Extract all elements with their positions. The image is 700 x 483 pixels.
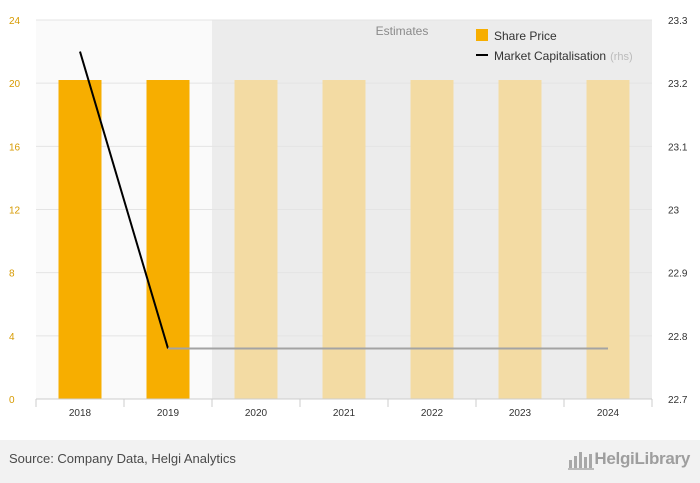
x-tick-label: 2022 (421, 408, 444, 419)
y-left-tick-label: 24 (9, 16, 21, 27)
x-tick-label: 2019 (157, 408, 180, 419)
brand-logo[interactable]: HelgiLibrary (568, 448, 690, 470)
bars (58, 80, 630, 399)
y-right-tick-label: 23.1 (668, 142, 688, 153)
bar-share-price (498, 80, 542, 399)
y-left-tick-label: 12 (9, 206, 21, 217)
legend-label-market-cap-name: Market Capitalisation (494, 49, 606, 63)
line-segment-market-cap (79, 51, 169, 349)
x-tick-label: 2018 (69, 408, 92, 419)
y-left-tick-label: 20 (9, 79, 21, 90)
x-tick-label: 2020 (245, 408, 268, 419)
source-text: Source: Company Data, Helgi Analytics (9, 451, 236, 466)
legend-swatch-share-price (476, 29, 488, 41)
y-right-tick-label: 22.8 (668, 332, 688, 343)
legend-label-market-cap: Market Capitalisation (rhs) (494, 49, 633, 63)
y-right-tick-label: 22.7 (668, 395, 688, 406)
x-tick-label: 2021 (333, 408, 356, 419)
estimates-label: Estimates (376, 24, 429, 38)
bar-share-price (410, 80, 454, 399)
y-right-tick-label: 23.2 (668, 79, 688, 90)
legend: Share Price Market Capitalisation (rhs) (476, 29, 633, 63)
y-left-tick-label: 8 (9, 269, 15, 280)
bar-chart-logo-icon (568, 452, 595, 470)
bar-share-price (146, 80, 190, 399)
legend-label-share-price: Share Price (494, 29, 557, 43)
bar-share-price (234, 80, 278, 399)
bar-share-price (58, 80, 102, 399)
legend-label-rhs: (rhs) (610, 51, 633, 63)
y-right-tick-label: 23.3 (668, 16, 688, 27)
bar-share-price (586, 80, 630, 399)
y-right-tick-label: 23 (668, 206, 680, 217)
footer: Source: Company Data, Helgi Analytics He… (0, 440, 700, 483)
x-tick-label: 2024 (597, 408, 620, 419)
y-right-tick-label: 22.9 (668, 269, 688, 280)
x-tick-label: 2023 (509, 408, 532, 419)
y-left-tick-label: 4 (9, 332, 15, 343)
y-left-tick-label: 0 (9, 395, 15, 406)
axes: 0481216202422.722.822.92323.123.223.3201… (9, 16, 688, 419)
y-left-tick-label: 16 (9, 142, 21, 153)
chart: Estimates 0481216202422.722.822.92323.12… (9, 16, 688, 419)
brand-name: HelgiLibrary (594, 449, 690, 468)
market-cap-line (79, 51, 608, 350)
bar-share-price (322, 80, 366, 399)
